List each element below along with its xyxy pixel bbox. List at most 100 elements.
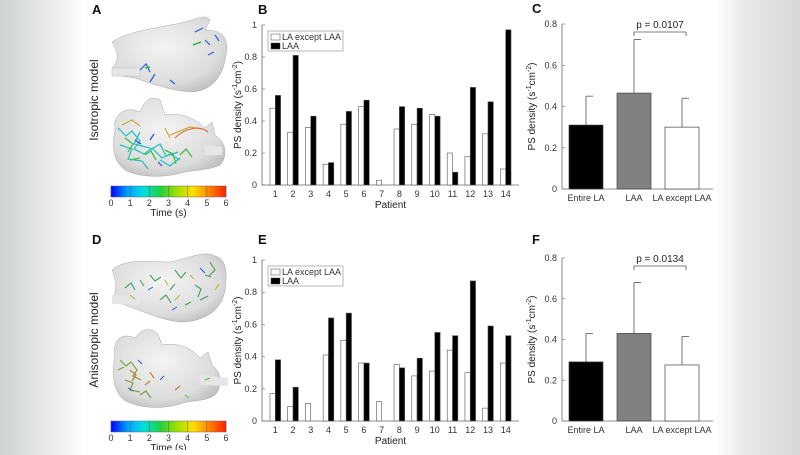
- atrium-model-image: [113, 97, 226, 177]
- x-tick-label: 13: [483, 189, 493, 199]
- y-tick-label: 0.4: [244, 116, 257, 126]
- panel-letter-f: F: [532, 232, 540, 247]
- x-tick-label: 4: [326, 189, 331, 199]
- bar-la-except-laa: [358, 106, 365, 186]
- x-tick-label: 10: [430, 425, 440, 435]
- atrium-model-image: [111, 16, 228, 93]
- chart-C: 0 0.2 0.4 0.6 0.8 PS density (s-1cm-2) Entire …: [526, 19, 713, 203]
- x-tick-label: LA except LAA: [652, 193, 711, 203]
- bar-laa: [452, 335, 459, 422]
- x-tick-label: 11: [448, 425, 457, 435]
- bar-laa: [505, 29, 512, 186]
- chart-F: 0 0.2 0.4 0.6 0.8 PS density (s-1cm-2) Entire …: [526, 253, 713, 435]
- x-tick-label: 5: [344, 425, 349, 435]
- y-tick-label: 0: [252, 416, 257, 426]
- bar: [568, 124, 604, 190]
- panel-letter-d: D: [92, 232, 101, 247]
- x-tick-label: 5: [344, 189, 349, 199]
- x-tick-label: 7: [379, 189, 384, 199]
- bar-la-except-laa: [500, 168, 507, 186]
- bar-laa: [416, 107, 423, 186]
- legend-label: LAA: [282, 276, 299, 286]
- legend-label: LA except LAA: [282, 32, 341, 42]
- bar-laa: [363, 99, 370, 186]
- legend-swatch: [270, 42, 281, 50]
- x-tick-label: 14: [501, 425, 511, 435]
- bar-laa: [292, 55, 299, 186]
- bar-laa: [345, 312, 352, 422]
- x-tick-label: 14: [501, 189, 511, 199]
- bar-laa: [345, 111, 352, 186]
- y-tick-label: 1: [252, 255, 257, 265]
- significance-bracket: [633, 265, 687, 270]
- panel-letter-c: C: [532, 1, 542, 16]
- y-tick-label: 0.4: [544, 335, 557, 345]
- bar-la-except-laa: [429, 114, 436, 186]
- bar-la-except-laa: [322, 354, 329, 422]
- bar-laa: [363, 362, 370, 422]
- bar-la-except-laa: [269, 393, 276, 422]
- bar: [664, 126, 700, 190]
- y-tick-label: 0.6: [544, 60, 557, 70]
- panel-letter-a: A: [92, 2, 102, 17]
- p-value-annotation: p = 0.0134: [636, 254, 684, 265]
- colorbar: 0 1 2 3 4 5 6 Time (s): [108, 185, 229, 219]
- x-tick-label: 8: [397, 425, 402, 435]
- colorbar-tick-label: 0: [108, 198, 113, 208]
- bar: [616, 333, 652, 422]
- row-label-anisotropic: Anisotropic model: [87, 292, 101, 387]
- bar-la-except-laa: [376, 401, 382, 422]
- y-tick-label: 0.8: [544, 253, 557, 263]
- x-tick-label: 6: [361, 189, 366, 199]
- legend-box: [267, 265, 344, 287]
- colorbar-tick-label: 1: [128, 198, 133, 208]
- x-tick-label: 6: [361, 425, 366, 435]
- x-axis-label: Patient: [375, 436, 406, 447]
- bar-la-except-laa: [464, 372, 471, 422]
- legend-box: [267, 30, 344, 52]
- colorbar-label: Time (s): [150, 208, 186, 219]
- y-axis-label: PS density (s-1cm-2): [232, 61, 244, 149]
- y-tick-label: 0.6: [244, 84, 257, 94]
- y-axis-label: PS density (s-1cm-2): [232, 296, 244, 384]
- y-tick-label: 0: [252, 180, 257, 190]
- bar-laa: [469, 280, 476, 422]
- x-tick-label: LAA: [625, 193, 642, 203]
- x-tick-label: LAA: [625, 425, 642, 435]
- x-tick-label: 8: [397, 189, 402, 199]
- bar-la-except-laa: [269, 107, 276, 186]
- bar-laa: [310, 115, 317, 186]
- x-tick-label: 1: [273, 425, 278, 435]
- bar: [616, 92, 652, 190]
- x-tick-label: 12: [465, 189, 475, 199]
- bar-laa: [434, 115, 441, 186]
- bar-la-except-laa: [429, 370, 436, 422]
- bar-la-except-laa: [393, 364, 400, 422]
- bar-laa: [399, 106, 405, 186]
- bar-laa: [274, 95, 281, 186]
- colorbar-tick-label: 6: [223, 198, 228, 208]
- colorbar-tick-label: 3: [166, 198, 171, 208]
- x-tick-label: 2: [291, 425, 296, 435]
- y-tick-label: 0.2: [244, 148, 257, 158]
- x-tick-label: 9: [415, 189, 420, 199]
- bar-la-except-laa: [305, 402, 312, 422]
- panel-letter-e: E: [258, 232, 267, 247]
- bar-laa: [274, 359, 281, 422]
- bar: [568, 361, 604, 422]
- bar-la-except-laa: [464, 155, 471, 186]
- bar-la-except-laa: [411, 375, 418, 422]
- bar-laa: [487, 101, 494, 186]
- y-tick-label: 1: [252, 20, 257, 30]
- x-tick-label: 13: [483, 425, 493, 435]
- legend-label: LA except LAA: [282, 267, 341, 277]
- significance-bracket: [633, 31, 687, 36]
- legend-swatch: [270, 33, 281, 41]
- colorbar-tick-label: 2: [147, 433, 152, 443]
- bar-la-except-laa: [358, 362, 365, 422]
- bar-laa: [434, 332, 441, 422]
- bar-la-except-laa: [411, 123, 418, 186]
- colorbar-tick-label: 2: [147, 198, 152, 208]
